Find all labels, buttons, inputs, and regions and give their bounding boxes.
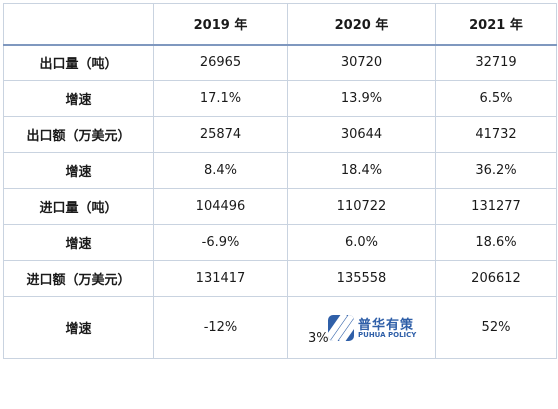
row-label: 增速 [3, 152, 154, 189]
row-label: 增速 [3, 80, 154, 117]
row-label: 出口量（吨） [3, 44, 154, 81]
cell-2021: 36.2% [435, 152, 557, 189]
table-row: 进口额（万美元） 131417 135558 206612 [3, 260, 557, 297]
header-2021: 2021 年 [435, 3, 557, 46]
header-2020: 2020 年 [287, 3, 436, 46]
table-row: 增速 -6.9% 6.0% 18.6% [3, 224, 557, 261]
cell-2019: 8.4% [153, 152, 288, 189]
row-label: 增速 [3, 224, 154, 261]
cell-2020: 18.4% [287, 152, 436, 189]
table-row: 增速 8.4% 18.4% 36.2% [3, 152, 557, 189]
table-row: 出口额（万美元） 25874 30644 41732 [3, 116, 557, 153]
table-row: 增速 17.1% 13.9% 6.5% [3, 80, 557, 117]
trade-table-container: 2019 年 2020 年 2021 年 出口量（吨） 26965 30720 … [3, 3, 557, 359]
watermark-name-cn: 普华有策 [358, 318, 415, 333]
cell-2021: 52% [435, 296, 557, 359]
cell-2020: 6.0% [287, 224, 436, 261]
header-blank [3, 3, 154, 46]
puhua-watermark: 普华有策 PUHUA POLICY [328, 313, 424, 343]
watermark-name-en: PUHUA POLICY [358, 331, 417, 339]
row-label: 进口量（吨） [3, 188, 154, 225]
cell-2019: 104496 [153, 188, 288, 225]
cell-2020: 135558 [287, 260, 436, 297]
cell-2020: 13.9% [287, 80, 436, 117]
cell-2021: 206612 [435, 260, 557, 297]
cell-2020-value: 3% [308, 331, 329, 346]
cell-2021: 131277 [435, 188, 557, 225]
table-row: 出口量（吨） 26965 30720 32719 [3, 44, 557, 81]
cell-2020: 3% 普华有策 PUHUA POLICY [287, 296, 436, 359]
cell-2021: 6.5% [435, 80, 557, 117]
cell-2020: 30644 [287, 116, 436, 153]
table-row: 进口量（吨） 104496 110722 131277 [3, 188, 557, 225]
trade-data-table: 2019 年 2020 年 2021 年 出口量（吨） 26965 30720 … [3, 3, 557, 359]
cell-2019: 26965 [153, 44, 288, 81]
table-row: 增速 -12% 3% 普华有策 PUHUA POLICY 52% [3, 296, 557, 359]
cell-2019: -6.9% [153, 224, 288, 261]
cell-2019: 131417 [153, 260, 288, 297]
cell-2019: 25874 [153, 116, 288, 153]
cell-2019: -12% [153, 296, 288, 359]
row-label: 进口额（万美元） [3, 260, 154, 297]
puhua-logo-icon [328, 315, 354, 341]
cell-2019: 17.1% [153, 80, 288, 117]
row-label: 出口额（万美元） [3, 116, 154, 153]
cell-2021: 41732 [435, 116, 557, 153]
table-header-row: 2019 年 2020 年 2021 年 [3, 3, 557, 46]
cell-2020: 110722 [287, 188, 436, 225]
cell-2021: 32719 [435, 44, 557, 81]
cell-2020: 30720 [287, 44, 436, 81]
header-2019: 2019 年 [153, 3, 288, 46]
row-label: 增速 [3, 296, 154, 359]
cell-2021: 18.6% [435, 224, 557, 261]
